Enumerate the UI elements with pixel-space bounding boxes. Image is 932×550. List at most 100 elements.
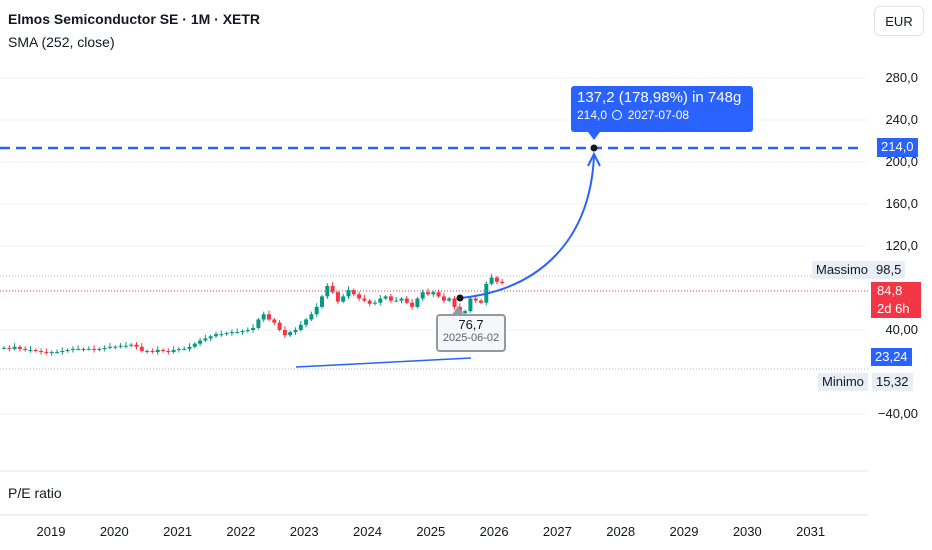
candle-body — [23, 348, 28, 350]
time-tick-label: 2022 — [226, 524, 256, 539]
price-tick-label: 280,0 — [885, 70, 918, 85]
candle-body — [208, 336, 213, 339]
candle-body — [97, 348, 102, 350]
price-tick-label: 40,00 — [885, 322, 918, 337]
price-tick-label: 240,0 — [885, 112, 918, 127]
projection-target-value: 214,0 — [577, 108, 608, 122]
projection-box-pointer — [588, 132, 600, 140]
candle-body — [65, 349, 70, 351]
time-tick-label: 2029 — [669, 524, 699, 539]
projection-change: 137,2 (178,98%) in 748g — [577, 89, 742, 106]
candle-body — [473, 298, 478, 301]
price-tick-label: 200,0 — [885, 154, 918, 169]
candle-body — [378, 298, 383, 303]
sma-line — [295, 357, 472, 368]
candle-body — [214, 334, 218, 337]
time-tick-label: 2025 — [416, 524, 446, 539]
candle-body — [176, 348, 181, 350]
candle-body — [55, 352, 59, 354]
candle-body — [367, 300, 372, 304]
projection-arrowhead — [587, 151, 601, 167]
bar-countdown: 2d 6h — [877, 301, 910, 316]
high-value: 98,5 — [872, 261, 906, 279]
candle-body — [277, 322, 282, 330]
high-label: Massimo — [812, 261, 873, 279]
candle-body — [113, 346, 118, 348]
tooltip-pointer — [452, 306, 464, 315]
candle-body — [145, 351, 150, 352]
last-price-value: 84,8 — [877, 283, 903, 298]
price-tick-label: −40,00 — [877, 406, 918, 421]
pe-ratio-label[interactable]: P/E ratio — [8, 485, 62, 501]
last-price-tag: 84,8 2d 6h — [871, 282, 921, 318]
candle-body — [320, 296, 324, 307]
candle-body — [134, 344, 139, 347]
candle-body — [108, 346, 112, 348]
candle-body — [102, 347, 107, 349]
candle-body — [362, 298, 367, 301]
candle-body — [351, 290, 356, 295]
candle-body — [155, 349, 160, 353]
candle-body — [2, 347, 6, 349]
currency-button[interactable]: EUR — [874, 6, 924, 36]
candle-body — [436, 292, 441, 297]
candle-body — [388, 296, 393, 301]
candle-body — [70, 348, 75, 350]
time-tick-label: 2020 — [99, 524, 129, 539]
candle-body — [86, 348, 91, 350]
candle-body — [182, 348, 187, 350]
candle-body — [171, 349, 176, 353]
candle-body — [282, 330, 287, 336]
time-tick-label: 2021 — [163, 524, 193, 539]
candle-body — [431, 292, 436, 295]
candle-body — [293, 330, 298, 333]
candle-body — [198, 340, 203, 344]
candle-body — [33, 349, 38, 351]
candle-body — [187, 346, 192, 349]
time-tick-label: 2026 — [479, 524, 509, 539]
low-label: Minimo — [818, 373, 868, 391]
low-value: 15,32 — [872, 373, 913, 391]
candle-body — [415, 298, 420, 307]
candle-body — [251, 327, 256, 330]
time-tick-label: 2024 — [353, 524, 382, 539]
candle-body — [229, 332, 234, 334]
candle-body — [240, 331, 245, 333]
candle-body — [139, 346, 144, 351]
time-tick-label: 2019 — [36, 524, 66, 539]
candle-body — [463, 311, 468, 314]
candle-body — [123, 345, 128, 347]
candle-body — [479, 300, 483, 303]
candle-body — [330, 285, 335, 293]
time-tick-label: 2031 — [796, 524, 826, 539]
time-tick-label: 2028 — [606, 524, 636, 539]
sma-value-tag: 23,24 — [871, 348, 912, 366]
projection-label[interactable]: 137,2 (178,98%) in 748g 214,0 2027-07-08 — [571, 86, 753, 132]
candle-body — [357, 294, 362, 299]
candle-body — [245, 330, 250, 332]
candle-body — [346, 290, 351, 297]
candle-body — [7, 347, 12, 349]
candle-body — [468, 298, 473, 312]
tooltip-value: 76,7 — [458, 317, 484, 332]
candle-body — [92, 348, 97, 350]
candle-body — [219, 334, 224, 336]
candle-body — [224, 333, 229, 335]
candle-body — [118, 345, 123, 347]
sma-indicator-label[interactable]: SMA (252, close) — [8, 34, 115, 50]
candle-body — [500, 281, 505, 283]
candle-body — [39, 351, 44, 353]
target-price-tag: 214,0 — [877, 138, 918, 157]
candle-body — [494, 277, 499, 282]
candle-body — [12, 346, 17, 349]
candle-body — [441, 296, 446, 301]
candle-body — [129, 344, 134, 346]
candle-body — [161, 349, 165, 351]
candle-body — [44, 352, 49, 354]
time-tick-label: 2027 — [542, 524, 572, 539]
candle-body — [256, 319, 261, 328]
candle-body — [235, 332, 240, 334]
candle-body — [166, 351, 171, 353]
time-tick-label: 2030 — [732, 524, 762, 539]
